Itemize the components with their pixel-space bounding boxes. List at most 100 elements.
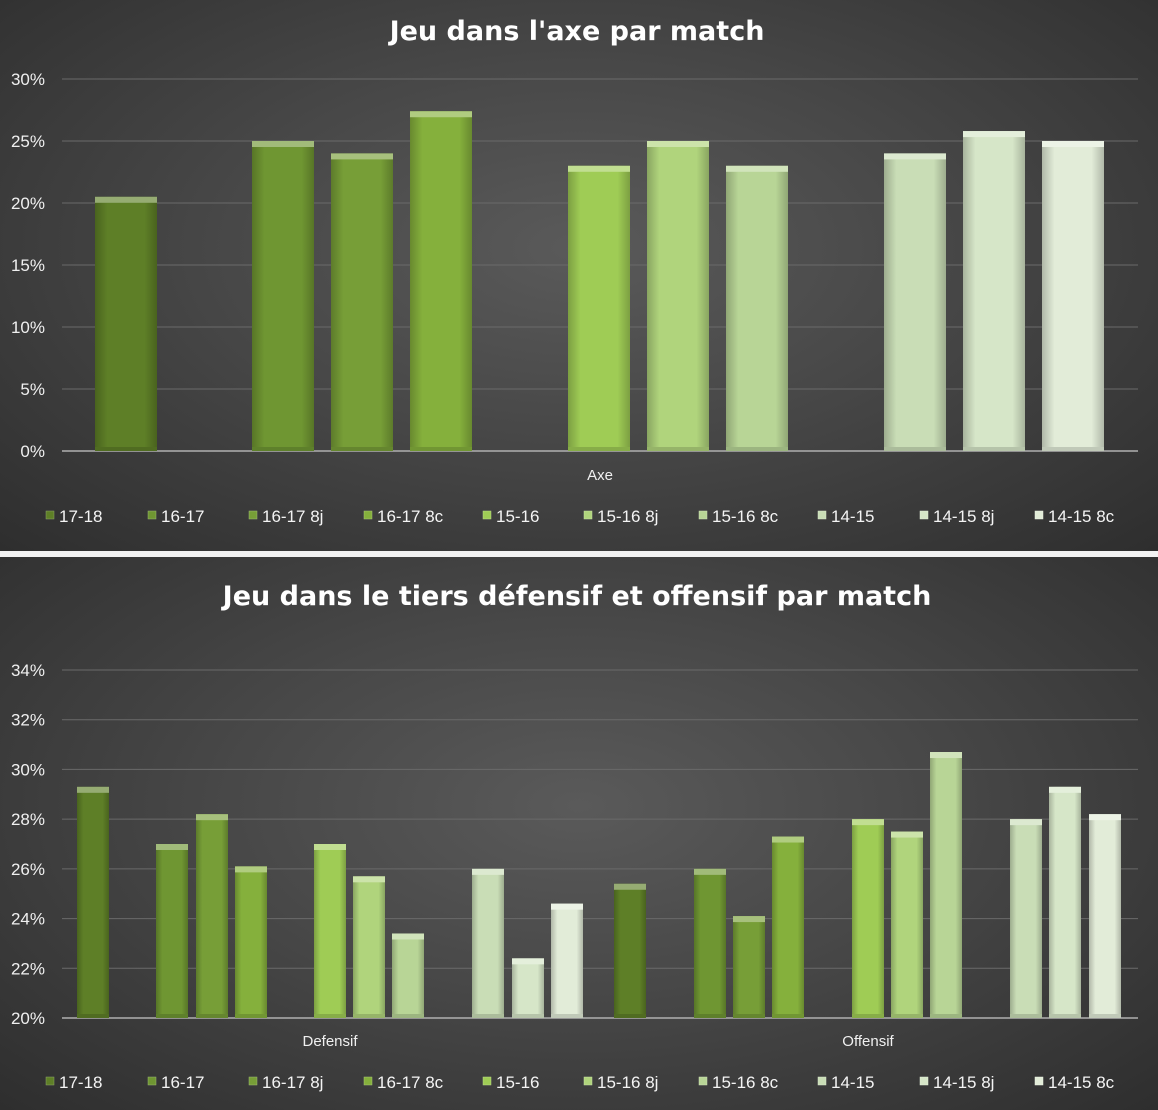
legend-label: 15-16 8c <box>712 1073 779 1092</box>
y-tick-label: 10% <box>11 318 45 337</box>
bar-bottom-bevel <box>331 447 393 451</box>
bar-body <box>156 844 188 1018</box>
chart-axe: Jeu dans l'axe par match 0% 5% 10% 15% 20% 25… <box>11 16 1138 526</box>
legend-label: 16-17 <box>161 1073 204 1092</box>
bar-bottom-bevel <box>235 1014 267 1018</box>
bar-body <box>196 814 228 1018</box>
bar-body <box>235 866 267 1018</box>
bar-top-bevel <box>891 831 923 838</box>
chart-title: Jeu dans l'axe par match <box>388 16 765 47</box>
bar-top-bevel <box>77 786 109 793</box>
bar <box>196 814 228 1018</box>
bar <box>95 196 157 451</box>
bar-body <box>551 903 583 1018</box>
legend-item: 16-17 8j <box>248 1073 323 1092</box>
legend-swatch <box>248 1076 258 1086</box>
legend-item: 14-15 <box>817 507 874 526</box>
bar-body <box>512 958 544 1018</box>
legend-swatch <box>817 1076 827 1086</box>
legend-item: 14-15 8c <box>1034 1073 1115 1092</box>
bar-body <box>95 196 157 451</box>
legend-label: 15-16 8c <box>712 507 779 526</box>
legend-item: 14-15 8j <box>919 1073 994 1092</box>
category-label: Defensif <box>302 1033 358 1050</box>
bar <box>852 819 884 1018</box>
legend-label: 15-16 <box>496 1073 539 1092</box>
bar-body <box>392 933 424 1018</box>
bar-body <box>963 131 1025 451</box>
legend-swatch <box>45 510 55 520</box>
bar-body <box>772 836 804 1018</box>
legend-label: 14-15 <box>831 507 874 526</box>
bar-bottom-bevel <box>196 1014 228 1018</box>
bar <box>235 866 267 1018</box>
y-tick-label: 26% <box>11 860 45 879</box>
bar-bottom-bevel <box>568 447 630 451</box>
bar <box>772 836 804 1018</box>
legend-swatch <box>698 510 708 520</box>
bar-body <box>1042 141 1104 451</box>
bar-top-bevel <box>156 844 188 850</box>
legend-swatch <box>583 510 593 520</box>
bar <box>156 844 188 1018</box>
bar-body <box>252 141 314 451</box>
legend-label: 15-16 8j <box>597 507 658 526</box>
legend-label: 14-15 8j <box>933 1073 994 1092</box>
legend-swatch <box>482 510 492 520</box>
bar <box>77 786 109 1018</box>
bar-body <box>884 153 946 451</box>
bar-body <box>647 141 709 451</box>
bar-bottom-bevel <box>647 447 709 451</box>
bar-bottom-bevel <box>252 447 314 451</box>
y-tick-label: 32% <box>11 711 45 730</box>
bar-bottom-bevel <box>891 1014 923 1018</box>
bar-body <box>726 165 788 452</box>
bar-bottom-bevel <box>410 447 472 451</box>
legend-item: 15-16 <box>482 1073 539 1092</box>
legend-swatch <box>1034 1076 1044 1086</box>
legend-swatch <box>919 510 929 520</box>
bar-body <box>852 819 884 1018</box>
bar-bottom-bevel <box>772 1014 804 1018</box>
y-tick-label: 30% <box>11 70 45 89</box>
chart-tiers: Jeu dans le tiers défensif et offensif p… <box>11 581 1138 1092</box>
bar <box>733 916 765 1018</box>
bar-bottom-bevel <box>472 1014 504 1018</box>
bar-top-bevel <box>884 153 946 160</box>
bar-top-bevel <box>1089 814 1121 821</box>
bar <box>472 868 504 1018</box>
bar-bottom-bevel <box>512 1014 544 1018</box>
bar-top-bevel <box>733 916 765 923</box>
bar-top-bevel <box>331 153 393 160</box>
y-tick-label: 30% <box>11 760 45 779</box>
legend-label: 14-15 8c <box>1048 1073 1115 1092</box>
legend-label: 15-16 <box>496 507 539 526</box>
bar <box>1010 819 1042 1018</box>
bar-top-bevel <box>930 752 962 759</box>
bar <box>331 153 393 451</box>
bar-top-bevel <box>568 165 630 172</box>
legend-item: 15-16 8c <box>698 1073 779 1092</box>
legend-item: 17-18 <box>45 1073 102 1092</box>
bar <box>568 165 630 452</box>
legend-swatch <box>363 510 373 520</box>
bar-bottom-bevel <box>1010 1014 1042 1018</box>
bar-body <box>1049 786 1081 1018</box>
legend-swatch <box>583 1076 593 1086</box>
bar <box>930 752 962 1018</box>
legend-swatch <box>363 1076 373 1086</box>
bar-bottom-bevel <box>1049 1014 1081 1018</box>
y-tick-label: 34% <box>11 661 45 680</box>
bar <box>1049 786 1081 1018</box>
legend-item: 15-16 8j <box>583 507 658 526</box>
bar <box>694 868 726 1018</box>
bar-top-bevel <box>95 196 157 203</box>
legend-label: 16-17 8c <box>377 507 444 526</box>
bar-bottom-bevel <box>314 1014 346 1018</box>
bar-bottom-bevel <box>1042 447 1104 451</box>
bar <box>314 844 346 1018</box>
legend-label: 16-17 8c <box>377 1073 444 1092</box>
bar-bottom-bevel <box>852 1014 884 1018</box>
legend-item: 16-17 8j <box>248 507 323 526</box>
legend-label: 16-17 8j <box>262 1073 323 1092</box>
